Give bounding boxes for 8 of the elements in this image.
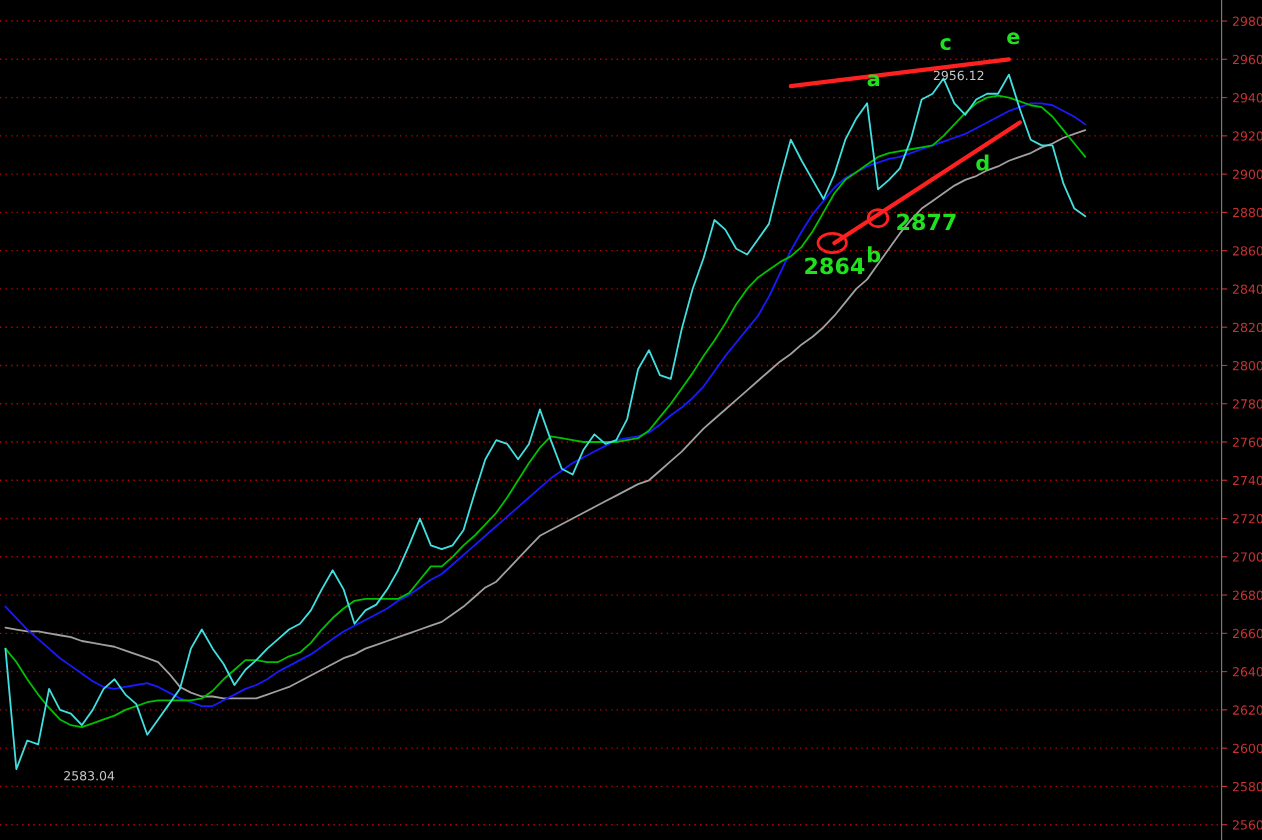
annotation: 2956.12	[933, 70, 984, 81]
annotation: e	[1007, 32, 1020, 45]
annotation: b	[867, 246, 881, 263]
annotation: d	[976, 154, 989, 171]
annotation: 2583.04	[64, 771, 115, 781]
annotation: 2864	[805, 257, 865, 275]
annotation: a	[867, 74, 880, 87]
annotation: c	[940, 38, 951, 51]
